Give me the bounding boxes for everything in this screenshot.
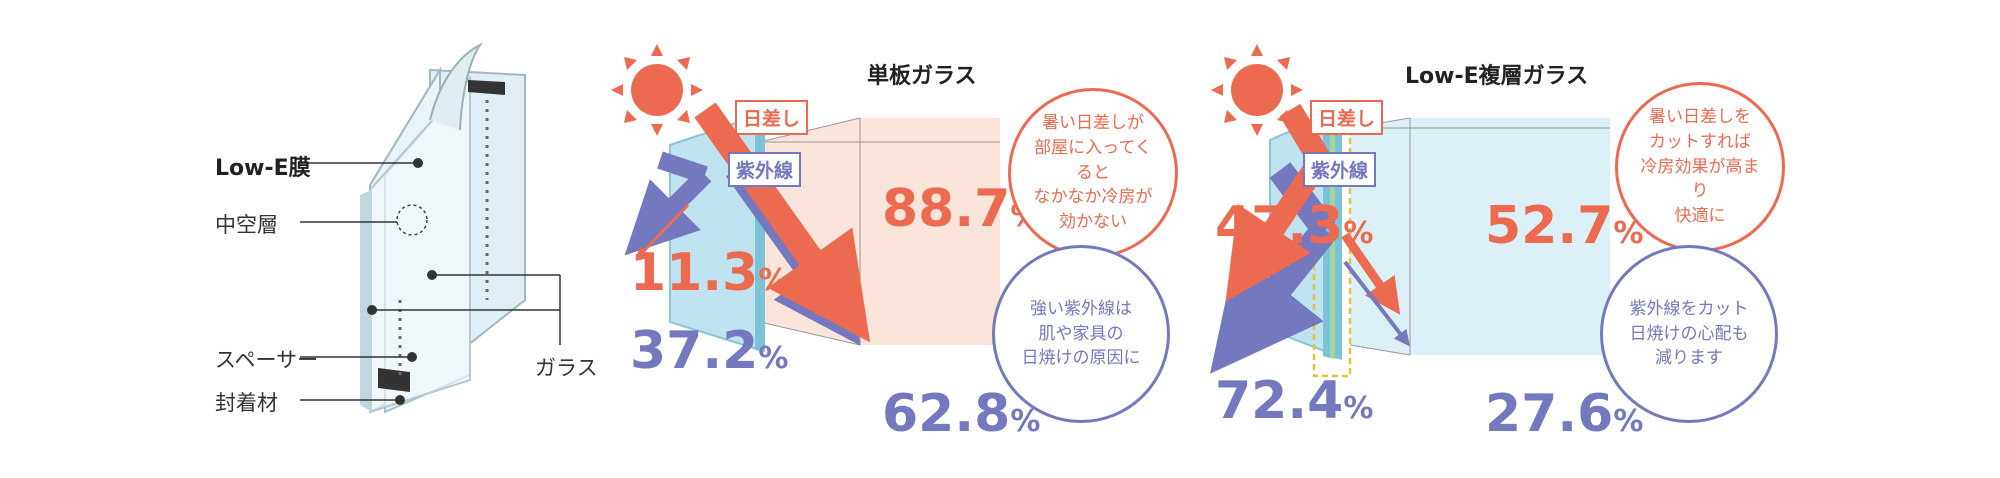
low-e-glass-diagram: [1210, 44, 1610, 378]
single-heat-bubble: 暑い日差しが 部屋に入ってくると なかなか冷房が 効かない: [1008, 88, 1178, 258]
single-sunlight-tag: 日差し: [735, 100, 809, 135]
sealant-label: 封着材: [215, 391, 278, 415]
low-e-heat-bubble: 暑い日差しを カットすれば 冷房効果が高まり 快適に: [1615, 82, 1785, 252]
glass-structure-diagram: [300, 42, 561, 414]
low-e-reflect-sun-value: 47.3%: [1215, 196, 1374, 256]
low-e-film-label: Low-E膜: [215, 156, 311, 181]
single-reflect-sun-value: 11.3%: [630, 243, 789, 303]
spacer-label: スペーサー: [215, 348, 319, 372]
single-uv-tag: 紫外線: [728, 152, 802, 187]
low-e-transmit-sun-value: 52.7%: [1485, 196, 1644, 256]
low-e-uv-bubble: 紫外線をカット 日焼けの心配も 減ります: [1600, 245, 1778, 423]
glass-label: ガラス: [535, 356, 598, 380]
low-e-transmit-uv-value: 27.6%: [1485, 384, 1644, 444]
low-e-glass-title: Low-E複層ガラス: [1405, 64, 1589, 89]
single-uv-bubble: 強い紫外線は 肌や家具の 日焼けの原因に: [992, 245, 1170, 423]
single-transmit-uv-value: 62.8%: [882, 384, 1041, 444]
single-transmit-sun-value: 88.7%: [882, 179, 1040, 239]
hollow-layer-label: 中空層: [215, 213, 278, 237]
low-e-reflect-uv-value: 72.4%: [1215, 371, 1374, 431]
single-reflect-uv-value: 37.2%: [630, 321, 789, 381]
low-e-uv-tag: 紫外線: [1303, 152, 1377, 187]
low-e-sunlight-tag: 日差し: [1310, 100, 1384, 135]
single-glass-title: 単板ガラス: [867, 64, 977, 89]
